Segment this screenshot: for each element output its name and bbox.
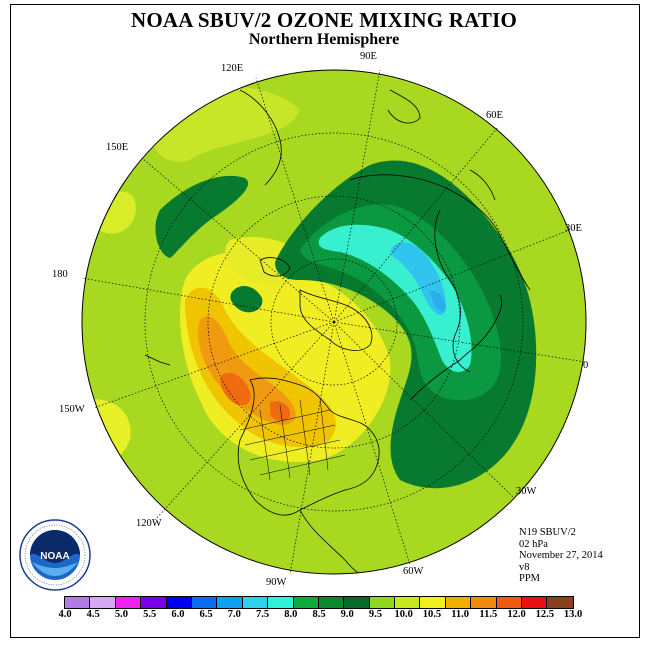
colorbar-labels: 4.0 4.5 5.0 5.5 6.0 6.5 7.0 7.5 8.0 8.5 9.0 9.5 10.0… (0, 609, 648, 623)
colorbar-tick-label: 11.0 (451, 609, 470, 620)
lon-label-60e: 60E (486, 110, 503, 121)
colorbar-tick-label: 11.5 (479, 609, 498, 620)
logo-text: NOAA (40, 551, 69, 562)
coastlines (144, 89, 531, 574)
info-date: November 27, 2014 (519, 550, 603, 562)
colorbar-tick-label: 5.0 (114, 609, 128, 620)
lon-label-150w: 150W (59, 404, 85, 415)
colorbar-tick-label: 7.0 (227, 609, 241, 620)
contour-orange-dark (198, 316, 296, 425)
colorbar-cell (141, 597, 167, 608)
colorbar-cell (395, 597, 421, 608)
colorbar-tick-label: 6.0 (171, 609, 185, 620)
colorbar-cell (268, 597, 294, 608)
colorbar-cell (471, 597, 497, 608)
colorbar-cell (90, 597, 116, 608)
hemisphere-outline (81, 69, 587, 575)
colorbar-tick-label: 9.5 (368, 609, 382, 620)
figure-frame (10, 4, 640, 638)
colorbar-tick-label: 8.0 (284, 609, 298, 620)
lon-label-90w: 90W (266, 577, 287, 588)
colorbar-tick-label: 12.0 (507, 609, 526, 620)
colorbar-cell (344, 597, 370, 608)
colorbar-tick-label: 4.0 (58, 609, 72, 620)
colorbar-cell (369, 597, 396, 608)
contour-dark-green (155, 175, 249, 258)
colorbar-cell (420, 597, 446, 608)
lon-label-90e: 90E (360, 51, 377, 62)
colorbar-tick-label: 4.5 (86, 609, 100, 620)
colorbar-tick-label: 8.5 (312, 609, 326, 620)
colorbar-cell (522, 597, 548, 608)
info-version: v8 (519, 561, 530, 573)
colorbar-tick-label: 13.0 (563, 609, 583, 620)
page-subtitle: Northern Hemisphere (248, 31, 400, 48)
info-level: 02 hPa (519, 538, 548, 550)
colorbar-cell (115, 597, 142, 608)
colorbar-tick-label: 7.5 (255, 609, 270, 620)
colorbar-cell (496, 597, 523, 608)
noaa-logo: NOAA (19, 519, 91, 591)
lon-label-150e: 150E (106, 142, 129, 153)
lon-label-0: 0 (583, 360, 589, 371)
colorbar-cell (166, 597, 192, 608)
state-boundaries (239, 397, 346, 481)
lon-label-120w: 120W (136, 518, 162, 529)
colorbar-tick-label: 12.5 (535, 609, 554, 620)
page-title: NOAA SBUV/2 OZONE MIXING RATIO (131, 8, 517, 32)
colorbar-tick-label: 9.0 (340, 609, 354, 620)
contour-red-orange (220, 372, 251, 406)
lon-label-30e: 30E (565, 223, 582, 234)
graticule (81, 69, 586, 575)
colorbar-cell (217, 597, 243, 608)
contour-cyan (318, 224, 472, 373)
colorbar-tick-label: 10.0 (394, 609, 413, 620)
lon-label-30w: 30W (516, 486, 537, 497)
colorbar-tick-label: 5.5 (143, 609, 157, 620)
colorbar-cell (65, 597, 91, 608)
lon-label-60w: 60W (403, 566, 424, 577)
colorbar-cell (445, 597, 472, 608)
contour-orange (185, 287, 336, 448)
colorbar-tick-label: 10.5 (422, 609, 442, 620)
info-units: PPM (519, 573, 541, 585)
colorbar (64, 596, 574, 609)
colorbar-tick-label: 6.5 (199, 609, 213, 620)
lon-label-180: 180 (52, 269, 68, 280)
colorbar-cell (318, 597, 345, 608)
colorbar-cell (293, 597, 319, 608)
colorbar-cell (547, 597, 573, 608)
colorbar-cell (191, 597, 218, 608)
info-block: N19 SBUV/2 02 hPa November 27, 2014 v8 P… (519, 527, 603, 585)
colorbar-cell (242, 597, 269, 608)
lon-label-120e: 120E (221, 63, 244, 74)
info-satellite: N19 SBUV/2 (519, 527, 576, 538)
